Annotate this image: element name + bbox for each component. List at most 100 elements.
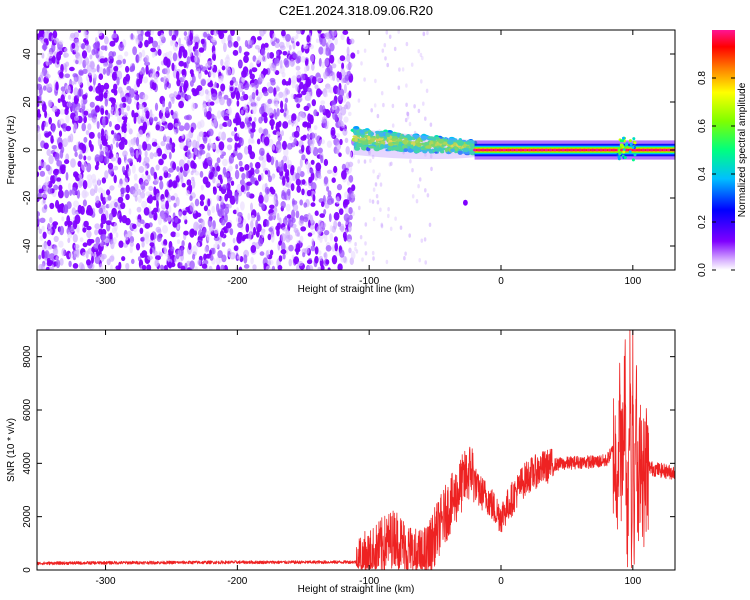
noise-speckle [157,30,162,37]
noise-speckle [345,101,351,110]
noise-speckle [108,62,113,69]
noise-speckle [336,87,341,95]
noise-speckle [124,159,129,166]
noise-speckle [219,96,225,106]
onset-cell [391,131,397,137]
noise-speckle [233,41,239,48]
noise-speckle [64,189,70,199]
noise-speckle [221,254,227,263]
noise-speckle [188,153,195,158]
noise-speckle [295,41,300,47]
noise-speckle [281,71,286,78]
noise-speckle [116,76,120,86]
noise-speckle [219,257,222,263]
noise-speckle [293,138,298,145]
noise-speckle [39,36,45,42]
noise-speckle [38,30,45,36]
noise-speckle [98,263,104,270]
noise-speckle [162,76,168,84]
noise-speckle [58,118,65,125]
noise-speckle [314,84,319,90]
noise-speckle [192,162,197,169]
noise-speckle [152,40,158,48]
onset-cell [380,141,386,145]
noise-speckle [136,206,142,213]
noise-speckle [43,204,48,210]
noise-speckle [286,142,293,150]
colorbar-gradient [712,30,735,270]
noise-speckle [237,231,243,242]
noise-speckle [230,180,235,186]
noise-speckle [263,68,269,75]
noise-speckle [83,115,87,124]
noise-speckle [263,128,269,136]
noise-speckle [226,119,231,127]
noise-speckle [279,59,283,69]
noise-speckle [264,186,270,195]
noise-speckle [322,47,326,55]
noise-speckle [131,109,135,118]
noise-speckle [81,161,87,171]
noise-speckle [208,138,212,146]
noise-speckle [300,226,307,232]
carrier-peak [506,148,510,152]
noise-speckle [163,239,168,246]
noise-speckle [60,86,66,92]
sparse-speckle [364,222,368,227]
noise-speckle [179,85,183,93]
noise-speckle [160,106,165,114]
disturbance-cell [623,156,627,160]
noise-speckle [189,260,195,270]
sparse-speckle [381,48,385,53]
noise-speckle [102,62,109,68]
carrier-peak [650,148,654,152]
noise-speckle [263,30,267,35]
snr-y-ticks: 0 2000 4000 6000 8000 [22,345,675,573]
onset-cell [430,144,435,147]
noise-speckle [144,39,149,48]
noise-speckle [273,205,277,212]
noise-speckle [207,128,214,137]
noise-speckle [274,57,280,64]
x-tick-label: 0 [498,276,504,287]
noise-speckle [168,151,172,160]
sparse-speckle [390,161,393,166]
noise-speckle [165,106,170,114]
sparse-speckle [418,177,422,182]
noise-speckle [129,236,135,244]
noise-speckle [58,189,64,199]
carrier-peak [633,148,637,152]
sparse-speckle [372,169,375,174]
noise-speckle [338,72,342,81]
sparse-speckle [408,121,412,127]
onset-cell [454,147,458,152]
carrier-peak [624,148,629,152]
noise-speckle [307,167,311,175]
onset-cell [423,142,430,147]
noise-speckle [145,170,149,176]
noise-speckle [171,142,176,149]
noise-speckle [155,124,160,131]
noise-speckle [280,233,286,242]
noise-speckle [311,63,315,71]
noise-speckle [104,57,108,63]
noise-speckle [293,130,300,138]
noise-speckle [333,165,338,174]
noise-speckle [110,264,113,270]
noise-speckle [168,167,174,173]
noise-speckle [71,207,77,216]
noise-speckle [110,109,114,117]
noise-speckle [160,140,166,147]
sparse-speckle [361,257,364,262]
noise-speckle [289,135,294,141]
noise-speckle [269,77,276,83]
onset-cell [428,149,434,154]
noise-speckle [191,191,196,197]
noise-speckle [145,65,149,75]
noise-speckle [216,264,221,270]
noise-speckle [147,194,153,204]
noise-speckle [72,73,78,78]
sparse-speckle [357,98,361,103]
sparse-speckle [357,159,361,164]
